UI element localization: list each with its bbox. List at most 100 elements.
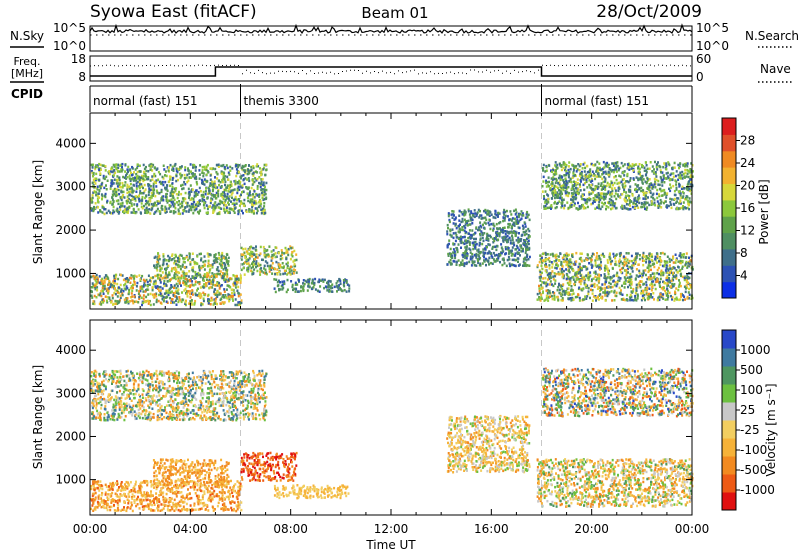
power-cell [503,226,506,229]
power-cell [96,286,99,289]
power-cell [195,194,197,198]
power-cell [628,278,631,281]
power-cell [227,293,230,296]
power-cell [281,251,284,254]
power-cell [229,277,232,280]
power-cell [642,251,645,255]
power-cell [189,163,192,166]
power-cell [595,265,598,268]
power-cell [207,192,209,196]
power-cell [184,168,187,172]
power-cell [183,177,186,180]
power-cell [461,253,464,257]
power-cell [169,194,172,197]
power-cell [616,274,619,278]
power-cell [626,276,629,279]
power-cell [171,177,174,180]
power-cell [511,246,514,249]
power-cell [160,188,163,192]
power-cell [248,210,251,213]
power-cell [680,187,683,190]
power-cell [167,254,170,258]
power-cell [207,259,210,263]
power-cell [629,278,632,281]
power-cell [649,293,652,296]
power-cell [323,278,326,282]
power-cell [611,299,614,302]
power-cell [123,176,126,179]
power-cell [169,191,172,195]
power-cell [586,274,589,277]
power-cell [98,293,101,297]
power-cell [642,297,645,300]
power-cell [583,259,586,262]
power-cell [521,249,524,253]
power-cell [164,271,167,275]
power-cell [601,287,604,290]
power-cell [495,231,498,235]
power-cell [636,188,639,192]
power-cell [227,178,230,181]
power-cell [221,172,224,176]
power-cell [343,284,346,288]
power-cell [471,218,474,222]
power-cell [586,284,589,287]
power-cell [220,257,223,261]
power-cell [681,267,684,270]
power-cell [544,265,547,269]
power-cell [131,299,134,302]
power-cell [494,209,497,213]
power-cell [201,303,204,306]
power-cell [142,163,145,167]
power-cell [562,289,565,293]
power-cell [631,264,634,267]
power-cell [256,256,259,259]
power-cell [274,267,276,271]
power-cell [169,279,171,283]
power-cell [183,180,186,184]
power-cell [161,287,164,290]
power-cell [647,270,650,274]
power-cell [127,278,130,282]
power-cell [563,174,566,177]
power-cell [200,303,203,306]
power-cell [240,166,243,170]
power-cell [518,248,521,251]
power-cell [154,274,157,278]
power-cell [686,266,689,269]
power-cell [562,269,565,273]
power-cell [188,190,191,194]
power-cell [190,208,193,212]
power-cell [651,263,654,266]
power-cell [162,199,165,202]
power-cell [552,284,555,288]
power-cell [131,198,134,201]
power-cell [519,244,522,247]
power-cell [253,196,256,199]
power-cell [520,247,523,250]
power-cell [233,291,236,295]
power-cell [521,224,524,228]
power-cell [124,181,127,184]
power-cell [293,287,296,291]
power-cell [132,177,135,180]
power-cell [326,289,329,292]
cpid-segment-label: normal (fast) 151 [545,94,649,108]
power-cell [645,201,647,204]
power-cell [342,283,345,286]
power-cell [138,290,141,293]
power-cell [134,197,136,200]
power-cell [146,280,149,284]
power-cell [260,208,263,211]
power-cell [214,293,217,297]
power-cell [130,171,132,175]
power-cell [591,292,594,295]
power-cell [226,297,229,300]
power-cell [217,190,220,193]
power-cell [598,277,601,280]
power-cell [327,283,330,286]
power-cell [572,269,575,272]
power-cell [223,172,226,175]
power-cell [621,192,624,196]
power-cell [672,257,675,260]
